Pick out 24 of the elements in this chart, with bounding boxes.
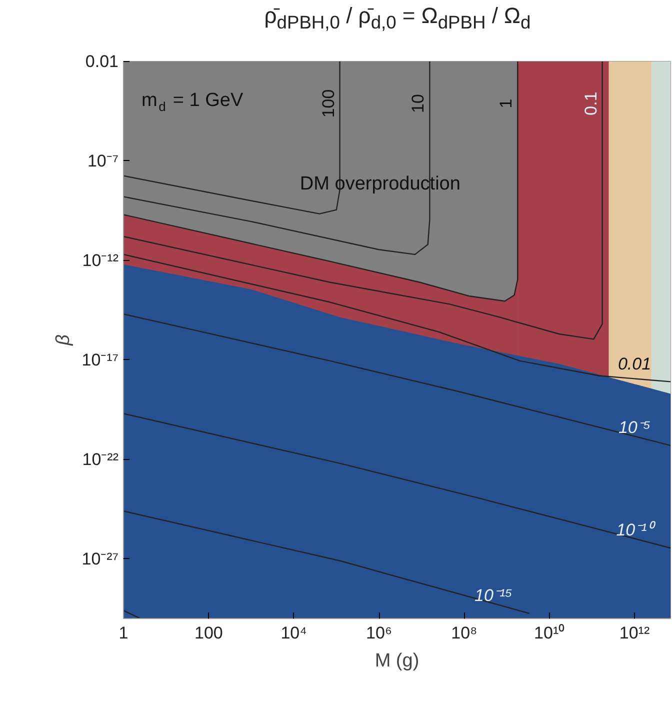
y-tick-label: 10⁻²⁷ (82, 549, 119, 568)
text: 1 (496, 98, 516, 108)
x-tick-label: 1 (118, 624, 128, 642)
y-tick-label: 10⁻¹⁷ (82, 350, 119, 370)
series-label: 10⁻¹⁰ (616, 520, 656, 540)
text: 10 (408, 94, 428, 113)
x-tick-label: 10¹⁰ (534, 624, 565, 642)
x-tick-label: 100 (194, 624, 223, 642)
y-tick-label: 10⁻¹² (82, 250, 119, 270)
series-label: 10⁻¹⁵ (474, 586, 512, 605)
text: 100 (318, 89, 338, 118)
text: 0.1 (581, 92, 600, 116)
y-axis-title: β (52, 334, 74, 346)
chart-title: ρ̄$_{dPBH,0}$ / ρ̄$_{d,0}$ = Ω$_{dPBH}$ / Ω$_{d}$ (263, 2, 532, 34)
x-tick-label: 10¹² (619, 624, 650, 642)
y-tick-label: 0.01 (85, 52, 119, 71)
y-tick-label: 10⁻⁷ (87, 151, 118, 170)
x-tick-label: 10⁶ (366, 624, 392, 642)
x-axis-title: M (g) (374, 650, 420, 672)
series-label: 10⁻⁵ (618, 418, 651, 437)
x-tick-label: 10⁴ (280, 624, 307, 642)
x-tick-label: 10⁸ (451, 624, 478, 642)
y-tick-label: 10⁻²² (82, 450, 119, 469)
series-label: 0.01 (618, 354, 652, 374)
